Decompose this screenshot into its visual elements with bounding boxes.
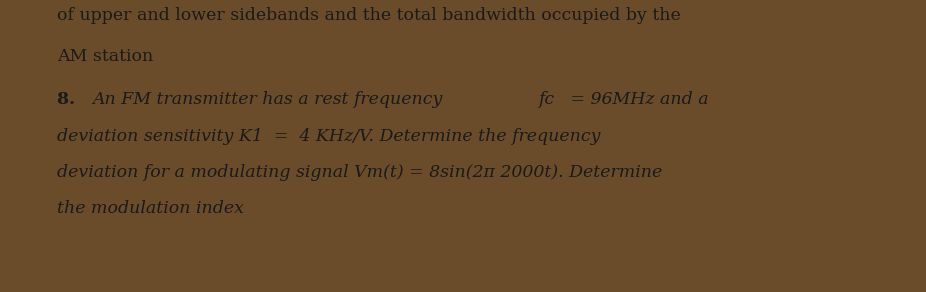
Text: the modulation index: the modulation index — [57, 200, 244, 218]
Text: deviation for a modulating signal Vm(t) = 8sin(2π 2000t). Determine: deviation for a modulating signal Vm(t) … — [57, 164, 663, 181]
Text: An FM transmitter has a rest frequency: An FM transmitter has a rest frequency — [93, 91, 448, 108]
Text: AM station: AM station — [57, 48, 154, 65]
Text: of upper and lower sidebands and the total bandwidth occupied by the: of upper and lower sidebands and the tot… — [57, 7, 682, 24]
Text: = 96MHz and a: = 96MHz and a — [565, 91, 708, 108]
Text: fc: fc — [538, 91, 555, 108]
Text: 8.: 8. — [57, 91, 81, 108]
Text: deviation sensitivity K1  =  4 KHz/V. Determine the frequency: deviation sensitivity K1 = 4 KHz/V. Dete… — [57, 128, 601, 145]
